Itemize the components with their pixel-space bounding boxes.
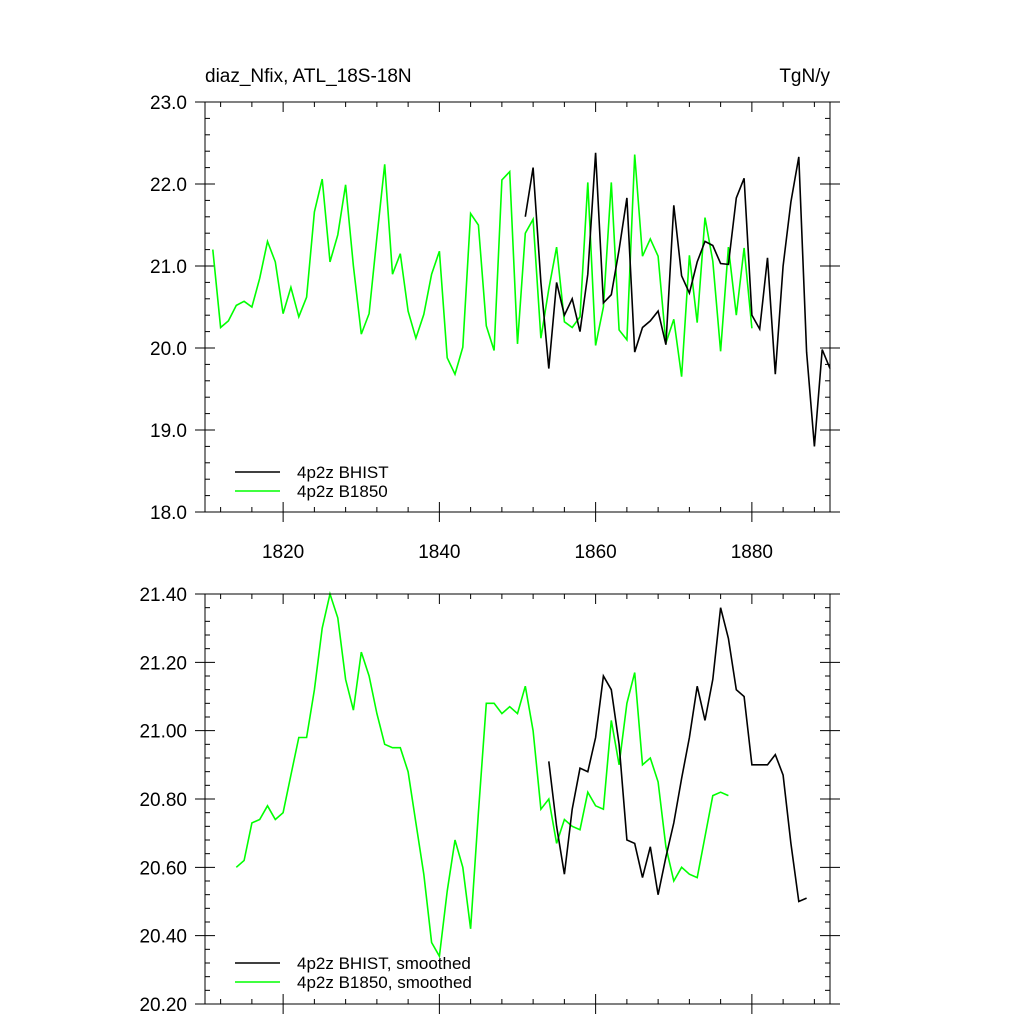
- series-line-4p2z-bhist: [524, 152, 831, 447]
- y-tick-label: 20.0: [150, 339, 187, 360]
- y-tick-label: 21.40: [139, 585, 187, 606]
- plot-frame-top: [204, 101, 831, 513]
- x-tick-label: 1820: [262, 542, 304, 563]
- x-tick-label: 1840: [418, 542, 460, 563]
- series-line-4p2z-b1850: [212, 154, 753, 377]
- x-tick-label: 1880: [731, 542, 773, 563]
- top-chart-panel: diaz_Nfix, ATL_18S-18N TgN/y 1820 1840 186…: [150, 66, 840, 563]
- legend-top: 4p2z BHIST 4p2z B1850: [235, 463, 389, 501]
- legend-label-bhist-smoothed: 4p2z BHIST, smoothed: [297, 954, 471, 973]
- series-line-4p2z-b1850-smoothed: [235, 591, 729, 959]
- y-tick-label: 19.0: [150, 421, 187, 442]
- y-tick-label: 20.40: [139, 927, 187, 948]
- legend-bottom: 4p2z BHIST, smoothed 4p2z B1850, smoothe…: [235, 954, 472, 992]
- y-tick-label: 21.0: [150, 257, 187, 278]
- x-tick-label: 1860: [574, 542, 616, 563]
- plot-frame-bottom: [204, 593, 831, 1005]
- y-tick-label: 20.20: [139, 995, 187, 1016]
- chart-title: diaz_Nfix, ATL_18S-18N: [205, 66, 412, 87]
- y-tick-label: 20.60: [139, 858, 187, 879]
- legend-label-bhist: 4p2z BHIST: [297, 463, 389, 482]
- units-label: TgN/y: [779, 66, 830, 87]
- legend-label-b1850-smoothed: 4p2z B1850, smoothed: [297, 973, 472, 992]
- y-tick-label: 21.20: [139, 653, 187, 674]
- series-line-4p2z-bhist-smoothed: [548, 607, 807, 903]
- y-tick-label: 20.80: [139, 790, 187, 811]
- y-tick-label: 23.0: [150, 93, 187, 114]
- y-tick-label: 18.0: [150, 503, 187, 524]
- y-tick-label: 21.00: [139, 722, 187, 743]
- y-tick-label: 22.0: [150, 175, 187, 196]
- legend-label-b1850: 4p2z B1850: [297, 482, 388, 501]
- bottom-chart-panel: 20.20 20.40 20.60 20.80 21.00 21.20 21.40 4p2z…: [139, 585, 840, 1016]
